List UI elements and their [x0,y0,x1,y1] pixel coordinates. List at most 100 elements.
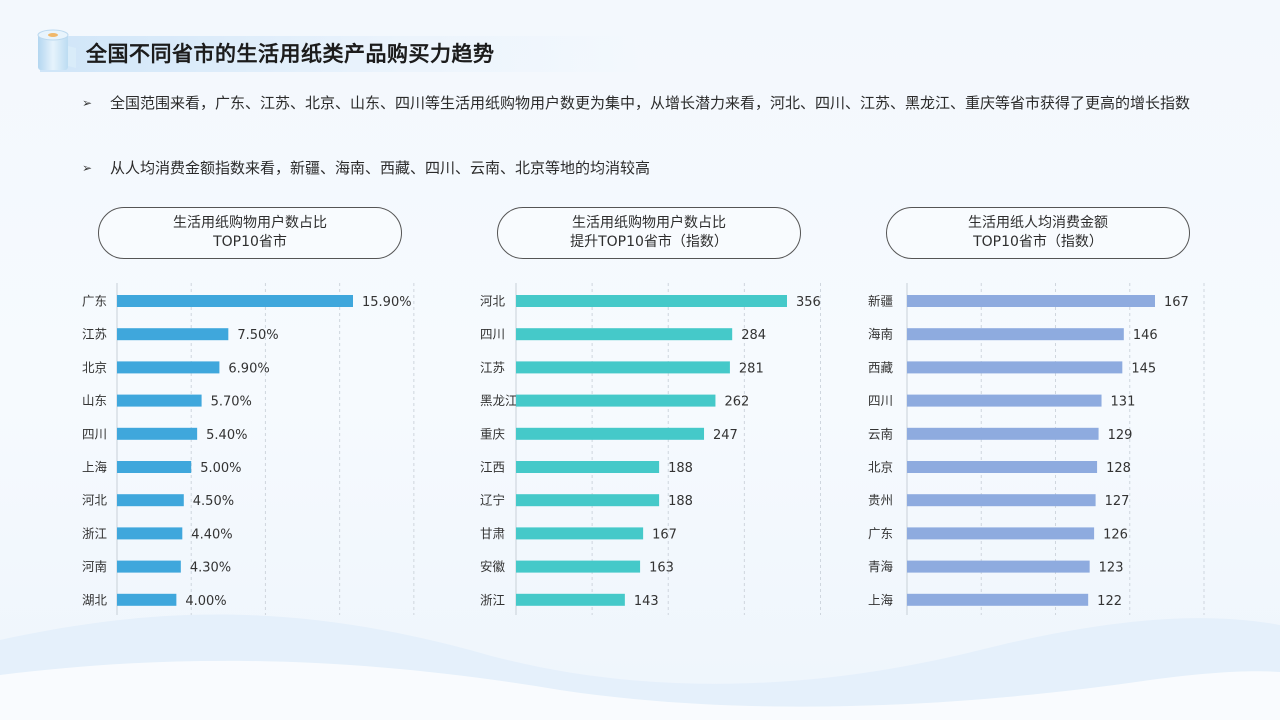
data-label: 145 [1131,361,1156,376]
category-label: 浙江 [480,592,505,607]
data-label: 123 [1099,561,1124,576]
bar [117,494,184,507]
data-label: 146 [1133,328,1158,343]
data-label: 281 [739,361,764,376]
category-label: 河南 [82,559,107,574]
category-label: 四川 [868,393,893,408]
bar [516,328,733,341]
category-label: 上海 [868,592,894,607]
bar [117,560,181,573]
bar [907,295,1155,307]
data-label: 6.90% [228,361,269,376]
category-label: 新疆 [868,294,893,309]
category-label: 北京 [82,360,107,375]
bar [516,394,716,407]
category-label: 湖北 [82,592,108,607]
data-label: 167 [652,527,677,542]
bar [117,427,198,440]
data-label: 5.70% [211,395,252,410]
category-label: 广东 [868,526,893,541]
bar [516,461,660,473]
category-label: 四川 [82,426,107,441]
category-label: 北京 [868,460,893,475]
page-title: 全国不同省市的生活用纸类产品购买力趋势 [86,42,495,66]
category-label: 广东 [82,294,107,309]
bar [516,494,660,507]
data-label: 15.90% [362,295,412,310]
category-label: 重庆 [480,426,506,441]
bar [516,527,644,540]
bar [516,560,641,573]
chart-title-line: TOP10省市 [213,234,287,250]
background-wave-front [0,660,1280,720]
bar [907,461,1098,473]
bar [117,527,183,540]
data-label: 4.00% [185,594,226,609]
data-label: 4.50% [193,494,234,509]
chart-title-line: 提升TOP10省市（指数） [570,234,728,250]
bar [117,461,192,473]
paper-roll-icon [37,29,76,70]
category-label: 甘肃 [480,526,505,541]
bar [907,593,1089,606]
category-label: 江苏 [480,360,505,375]
chart-title-line: 生活用纸人均消费金额 [968,215,1108,231]
data-label: 356 [796,295,821,310]
category-label: 上海 [82,460,108,475]
bar [516,427,705,440]
bullet-arrow-icon: ➢ [82,96,93,110]
bar [516,593,625,606]
category-label: 黑龙江 [480,393,518,408]
bar [117,593,177,606]
data-label: 131 [1111,395,1136,410]
data-label: 7.50% [237,328,278,343]
bar [117,295,353,307]
data-label: 167 [1164,295,1189,310]
category-label: 贵州 [868,493,893,508]
category-label: 安徽 [480,559,506,574]
data-label: 247 [713,428,738,443]
bar [516,295,787,307]
data-label: 126 [1103,527,1128,542]
category-label: 浙江 [82,526,107,541]
bullet-text: 全国范围来看，广东、江苏、北京、山东、四川等生活用纸购物用户数更为集中，从增长潜… [110,94,1191,112]
data-label: 284 [741,328,766,343]
chart-3-title-pill: 生活用纸人均消费金额 TOP10省市（指数） [886,207,1190,259]
chart-1-title-pill: 生活用纸购物用户数占比 TOP10省市 [98,207,402,259]
title-band [40,36,640,72]
bar [907,328,1124,341]
data-label: 4.40% [191,527,232,542]
data-label: 143 [634,594,659,609]
category-label: 辽宁 [480,493,505,508]
data-label: 4.30% [190,561,231,576]
bar [907,560,1090,573]
bar [117,361,220,374]
bullet-text: 从人均消费金额指数来看，新疆、海南、西藏、四川、云南、北京等地的均消较高 [110,159,651,177]
data-label: 262 [724,395,749,410]
category-label: 青海 [868,559,894,574]
data-label: 129 [1108,428,1133,443]
data-label: 5.40% [206,428,247,443]
bar [117,394,202,407]
bar [907,361,1123,374]
title-bar: 全国不同省市的生活用纸类产品购买力趋势 [0,29,720,72]
data-label: 122 [1097,594,1122,609]
category-label: 江西 [480,460,505,475]
chart-2-title-pill: 生活用纸购物用户数占比 提升TOP10省市（指数） [497,207,801,259]
data-label: 188 [668,461,693,476]
bar [516,361,730,374]
bar [907,427,1099,440]
bar [907,394,1102,407]
category-label: 海南 [868,327,893,342]
category-label: 山东 [82,393,107,408]
category-label: 江苏 [82,327,107,342]
data-label: 128 [1106,461,1131,476]
category-label: 西藏 [868,360,894,375]
category-label: 河北 [82,493,108,508]
chart-title-line: 生活用纸购物用户数占比 [572,215,726,231]
bar [907,494,1096,507]
bullet-arrow-icon: ➢ [82,161,93,175]
chart-title-line: TOP10省市（指数） [973,234,1103,250]
